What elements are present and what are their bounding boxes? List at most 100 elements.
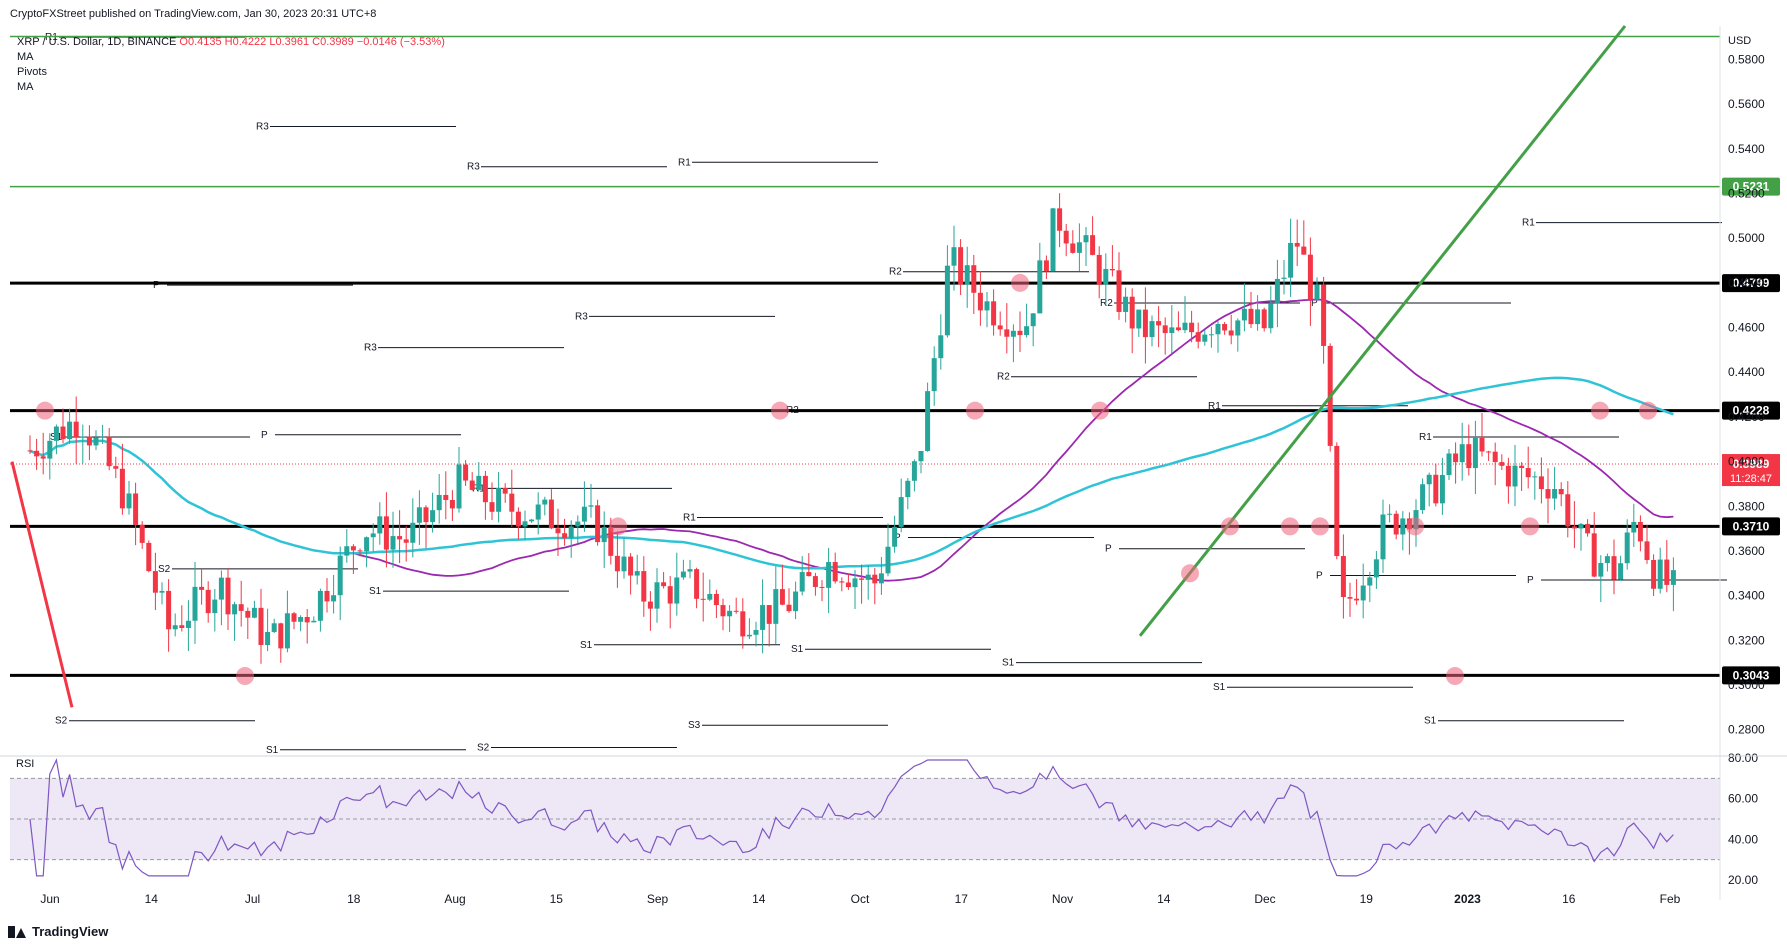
- candle-body: [350, 546, 356, 551]
- candle-body: [1294, 242, 1300, 247]
- level-touch-marker: [1639, 401, 1657, 420]
- y-tick-label: 0.5600: [1728, 97, 1765, 111]
- candle-body: [298, 616, 304, 622]
- candle-body: [1109, 268, 1115, 271]
- candle-body: [199, 586, 205, 590]
- candle-body: [1063, 230, 1069, 244]
- candle-body: [1525, 468, 1531, 478]
- candle-body: [568, 526, 574, 539]
- tradingview-logo[interactable]: TradingView: [8, 924, 108, 939]
- pivot-label: P: [894, 533, 901, 544]
- candle-body: [27, 450, 33, 452]
- x-tick-label: 14: [145, 892, 159, 906]
- pivot-label: P: [153, 280, 160, 291]
- indicator-ma-2[interactable]: MA: [17, 81, 34, 93]
- candle-body: [449, 499, 455, 509]
- candle-body: [100, 436, 106, 438]
- y-tick-label: 0.4200: [1728, 410, 1765, 424]
- candle-body: [324, 590, 330, 602]
- level-touch-marker: [1446, 667, 1464, 686]
- candle-body: [1538, 476, 1544, 490]
- y-tick-label: 0.3400: [1728, 589, 1765, 603]
- candle-body: [694, 569, 700, 599]
- candle-body: [548, 499, 554, 529]
- candle-body: [1591, 533, 1597, 577]
- candle-body: [1439, 475, 1445, 504]
- indicator-pivots[interactable]: Pivots: [17, 66, 47, 78]
- candle-body: [1565, 494, 1571, 527]
- x-tick-label: 2023: [1454, 892, 1481, 906]
- level-touch-marker: [1181, 564, 1199, 583]
- candle-body: [1664, 559, 1670, 585]
- candle-body: [1202, 334, 1208, 342]
- pivot-label: S1: [1424, 716, 1437, 727]
- candle-body: [588, 505, 594, 507]
- y-tick-label: 0.2800: [1728, 723, 1765, 737]
- candle-body: [977, 292, 983, 311]
- candle-body: [746, 634, 752, 637]
- candle-body: [1136, 309, 1142, 329]
- y-tick-label: 0.3800: [1728, 499, 1765, 513]
- candle-body: [555, 528, 561, 534]
- level-touch-marker: [1591, 401, 1609, 420]
- y-tick-label: 0.4600: [1728, 321, 1765, 335]
- price-level-value: 0.5231: [1733, 180, 1770, 194]
- candle-body: [1657, 559, 1663, 589]
- candle-body: [423, 507, 429, 523]
- candle-body: [166, 590, 172, 630]
- candle-body: [185, 620, 191, 628]
- candle-body: [760, 605, 766, 630]
- candle-body: [1367, 577, 1373, 586]
- candle-body: [416, 507, 422, 523]
- pivot-label: S1: [580, 640, 593, 651]
- candle-body: [634, 571, 640, 576]
- level-touch-marker: [609, 517, 627, 536]
- candle-body: [614, 555, 620, 572]
- candle-body: [1373, 559, 1379, 578]
- candle-body: [1505, 465, 1511, 487]
- level-touch-marker: [771, 401, 789, 420]
- candle-body: [535, 504, 541, 520]
- candle-body: [1169, 327, 1175, 334]
- y-tick-label: 0.3600: [1728, 544, 1765, 558]
- green-trendline: [1138, 25, 1627, 637]
- level-touch-marker: [1011, 273, 1029, 292]
- candle-body: [707, 593, 713, 600]
- candle-body: [1156, 321, 1162, 326]
- candle-body: [885, 546, 891, 574]
- candle-body: [80, 436, 86, 438]
- candle-body: [34, 450, 40, 457]
- candle-body: [1334, 445, 1340, 557]
- pivot-label: R1: [45, 32, 58, 43]
- candle-body: [1347, 597, 1353, 599]
- candle-body: [859, 578, 865, 580]
- x-tick-label: Dec: [1254, 892, 1275, 906]
- tradingview-logo-text: TradingView: [32, 924, 109, 939]
- x-tick-label: Feb: [1660, 892, 1681, 906]
- candle-body: [212, 599, 218, 614]
- candle-body: [397, 536, 403, 540]
- pivot-label: S1: [1002, 658, 1015, 669]
- indicator-ma-1[interactable]: MA: [17, 51, 34, 63]
- pivot-label: R3: [256, 122, 269, 133]
- candle-body: [562, 533, 568, 539]
- candle-body: [1618, 563, 1624, 580]
- pivot-label: R2: [997, 372, 1010, 383]
- candle-body: [1387, 513, 1393, 515]
- candle-body: [47, 440, 53, 459]
- candle-body: [502, 487, 508, 494]
- candle-body: [1268, 303, 1274, 329]
- candle-body: [463, 464, 469, 481]
- level-touch-marker: [966, 401, 984, 420]
- candle-body: [344, 546, 350, 556]
- candle-body: [1307, 254, 1313, 300]
- candle-body: [509, 493, 515, 512]
- candle-body: [192, 586, 198, 621]
- candle-body: [1466, 444, 1472, 469]
- candle-body: [377, 516, 383, 534]
- chart-legend: XRP / U.S. Dollar, 1D, BINANCE O0.4135 H…: [17, 35, 445, 95]
- x-tick-label: 17: [955, 892, 969, 906]
- price-level-value: 0.3710: [1733, 519, 1770, 533]
- candle-body: [608, 527, 614, 556]
